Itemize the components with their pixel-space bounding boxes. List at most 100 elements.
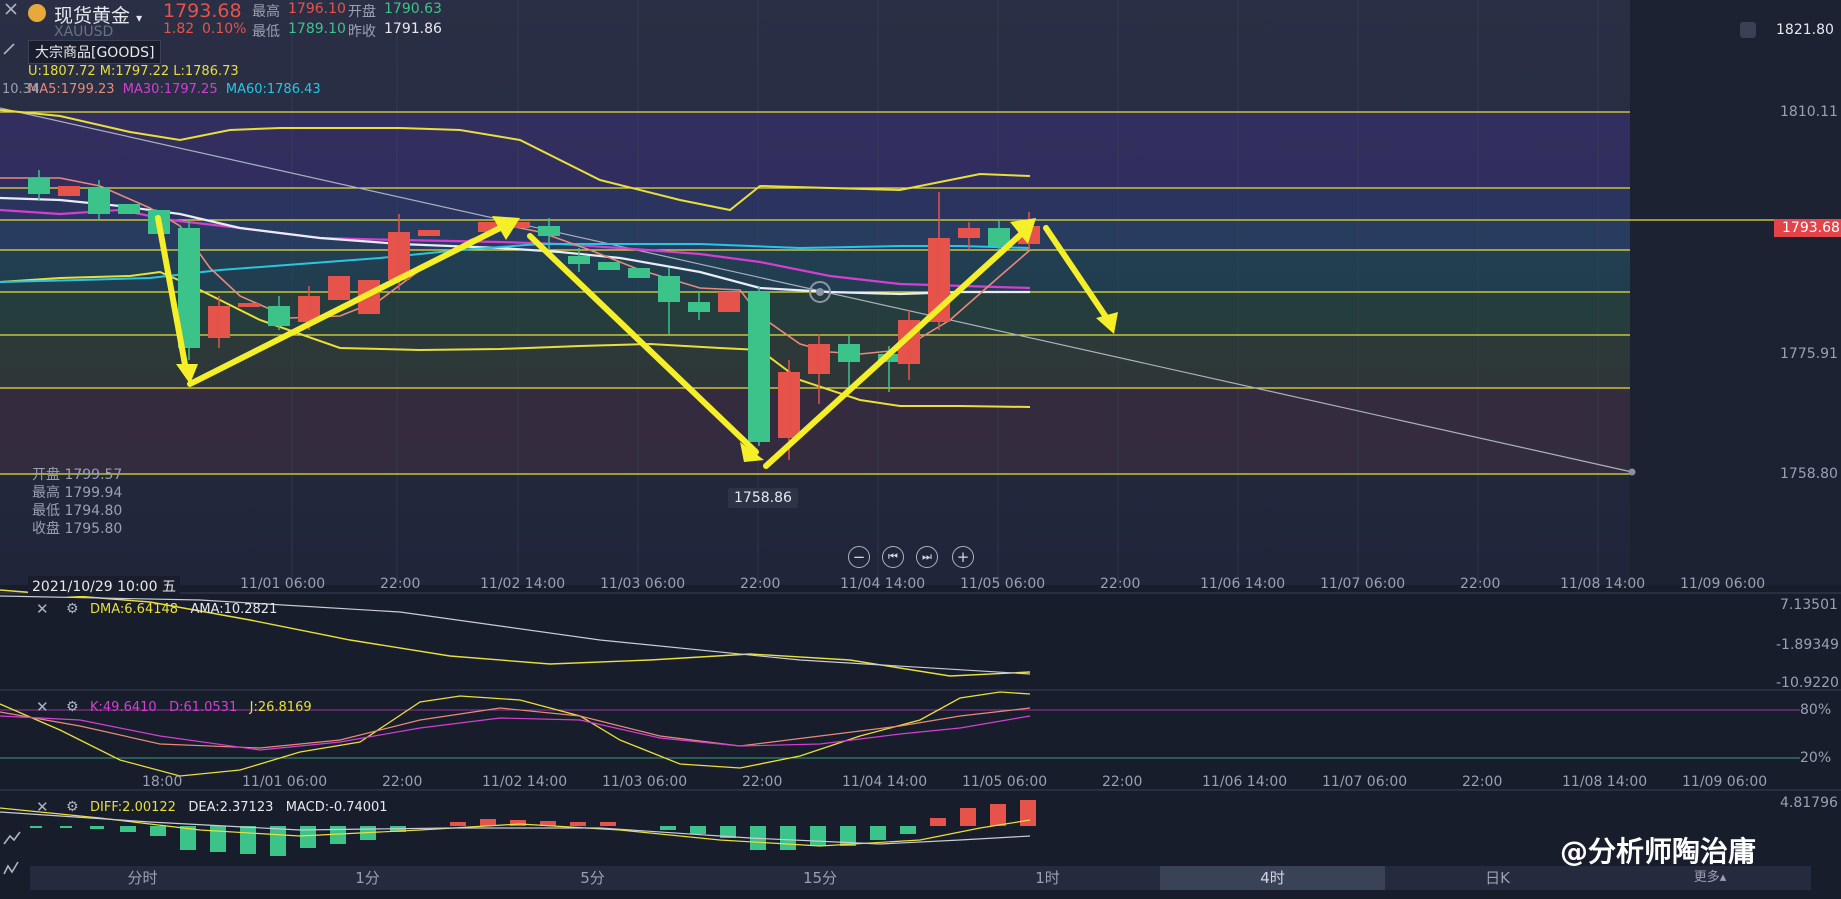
macd-values: DIFF:2.00122 DEA:2.37123 MACD:-0.74001	[90, 800, 388, 815]
kdj-axis-20: 20%	[1800, 750, 1832, 766]
tab-fenshi[interactable]: 分时	[127, 869, 158, 887]
close-kdj-icon[interactable]: ✕	[36, 698, 49, 716]
tab-5min[interactable]: 5分	[580, 869, 605, 887]
tab-15min[interactable]: 15分	[802, 869, 838, 887]
category-tag[interactable]: 大宗商品[GOODS]	[28, 40, 162, 64]
time-tick: 11/04 14:00	[840, 576, 926, 592]
kdj-k-value: K:49.6410	[90, 700, 157, 715]
high-value: 1796.10	[288, 1, 346, 17]
kdj-values: K:49.6410 D:61.0531 J:26.8169	[90, 700, 312, 715]
dma-value: DMA:6.64148	[90, 602, 179, 617]
bell-icon[interactable]	[1740, 22, 1756, 38]
price-change-pct: 0.10%	[202, 21, 247, 37]
ma30-value: MA30:1797.25	[122, 82, 218, 97]
zoom-out-button[interactable]: −	[848, 546, 870, 568]
time-tick: 11/05 06:00	[960, 576, 1046, 592]
time-tick: 11/08 14:00	[1562, 774, 1648, 790]
low-price-marker: 1758.86	[728, 488, 798, 508]
time-tick: 11/07 06:00	[1322, 774, 1408, 790]
macd-axis-1: 4.81796	[1780, 795, 1838, 811]
last-button[interactable]: ⏭	[916, 546, 938, 568]
time-tick: 22:00	[1460, 576, 1501, 592]
last-price: 1793.68	[163, 0, 242, 22]
cursor-info: 开盘 1799.57 最高 1799.94 最低 1794.80 收盘 1795…	[32, 466, 122, 538]
ma5-value: MA5:1799.23	[28, 82, 115, 97]
high-label: 最高	[252, 4, 280, 20]
time-tick: 11/03 06:00	[600, 576, 686, 592]
left-toolbar	[3, 3, 21, 875]
time-tick: 11/01 06:00	[240, 576, 326, 592]
time-tick: 22:00	[1462, 774, 1503, 790]
low-label: 最低	[252, 24, 280, 40]
dma-axis-1: 7.13501	[1780, 597, 1838, 613]
kdj-axis-80: 80%	[1800, 702, 1832, 718]
prev-close-value: 1791.86	[384, 21, 442, 37]
top-right-price: 1821.80	[1776, 22, 1834, 38]
time-tick: 22:00	[380, 576, 421, 592]
time-tick: 11/05 06:00	[962, 774, 1048, 790]
dma-axis-3: -10.9220	[1776, 675, 1839, 691]
low-value: 1789.10	[288, 21, 346, 37]
chevron-down-icon: ▾	[136, 11, 143, 25]
symbol-code: XAUUSD	[54, 24, 114, 40]
zoom-in-button[interactable]: +	[952, 546, 974, 568]
ma-values: MA5:1799.23 MA30:1797.25 MA60:1786.43	[28, 82, 321, 97]
ama-value: AMA:10.2821	[190, 602, 278, 617]
open-value: 1790.63	[384, 1, 442, 17]
first-button[interactable]: ⏮	[882, 546, 904, 568]
symbol-name: 现货黄金	[54, 5, 131, 27]
time-axis-main: 11/01 06:00 22:00 11/02 14:00 11/03 06:0…	[0, 576, 1841, 594]
boll-values: U:1807.72 M:1797.22 L:1786.73	[28, 64, 239, 79]
tab-more[interactable]: 更多▴	[1693, 870, 1727, 885]
price-axis-label-3: 1758.80	[1780, 466, 1838, 482]
time-tick: 11/06 14:00	[1200, 576, 1286, 592]
watermark: @分析师陶治庸	[1560, 835, 1757, 868]
open-label: 开盘	[348, 4, 376, 20]
settings-dma-icon[interactable]: ⚙	[66, 601, 79, 617]
tab-1min[interactable]: 1分	[355, 869, 380, 887]
close-dma-icon[interactable]: ✕	[36, 600, 49, 618]
time-tick: 11/02 14:00	[482, 774, 568, 790]
ma60-value: MA60:1786.43	[225, 82, 321, 97]
time-axis-sub: 18:00 11/01 06:00 22:00 11/02 14:00 11/0…	[0, 774, 1841, 792]
gold-coin-icon	[28, 4, 46, 22]
time-tick: 11/09 06:00	[1682, 774, 1768, 790]
cursor-high: 最高 1799.94	[32, 485, 123, 501]
close-macd-icon[interactable]: ✕	[36, 798, 49, 816]
symbol-selector[interactable]: 现货黄金 ▾	[54, 1, 142, 28]
tab-1h[interactable]: 1时	[1035, 869, 1060, 887]
left-axis-top: 10.34	[2, 82, 40, 97]
kdj-d-value: D:61.0531	[169, 700, 238, 715]
macd-dea-value: DEA:2.37123	[188, 800, 274, 815]
settings-macd-icon[interactable]: ⚙	[66, 799, 79, 815]
settings-kdj-icon[interactable]: ⚙	[66, 699, 79, 715]
time-tick: 11/06 14:00	[1202, 774, 1288, 790]
time-tick: 11/04 14:00	[842, 774, 928, 790]
prev-close-label: 昨收	[348, 24, 376, 40]
time-tick: 18:00	[142, 774, 183, 790]
time-tick: 11/08 14:00	[1560, 576, 1646, 592]
time-tick: 11/03 06:00	[602, 774, 688, 790]
time-tick: 22:00	[742, 774, 783, 790]
time-tick: 22:00	[1100, 576, 1141, 592]
time-tick: 11/07 06:00	[1320, 576, 1406, 592]
time-tick: 22:00	[382, 774, 423, 790]
tab-4h[interactable]: 4时	[1160, 866, 1385, 890]
date-badge: 2021/10/29 10:00 五	[28, 576, 180, 596]
cursor-close: 收盘 1795.80	[32, 521, 123, 537]
kdj-j-value: J:26.8169	[249, 700, 312, 715]
time-tick: 11/01 06:00	[242, 774, 328, 790]
price-change: 1.82	[163, 21, 195, 37]
price-axis-label-2: 1775.91	[1780, 346, 1838, 362]
time-tick: 22:00	[740, 576, 781, 592]
price-axis-label-1: 1810.11	[1780, 104, 1838, 120]
cursor-low: 最低 1794.80	[32, 503, 123, 519]
dma-values: DMA:6.64148 AMA:10.2821	[90, 602, 277, 617]
time-tick: 11/02 14:00	[480, 576, 566, 592]
time-tick: 11/09 06:00	[1680, 576, 1766, 592]
macd-macd-value: MACD:-0.74001	[285, 800, 388, 815]
time-tick: 22:00	[1102, 774, 1143, 790]
tab-daily[interactable]: 日K	[1485, 869, 1510, 887]
dma-axis-2: -1.89349	[1776, 637, 1839, 653]
